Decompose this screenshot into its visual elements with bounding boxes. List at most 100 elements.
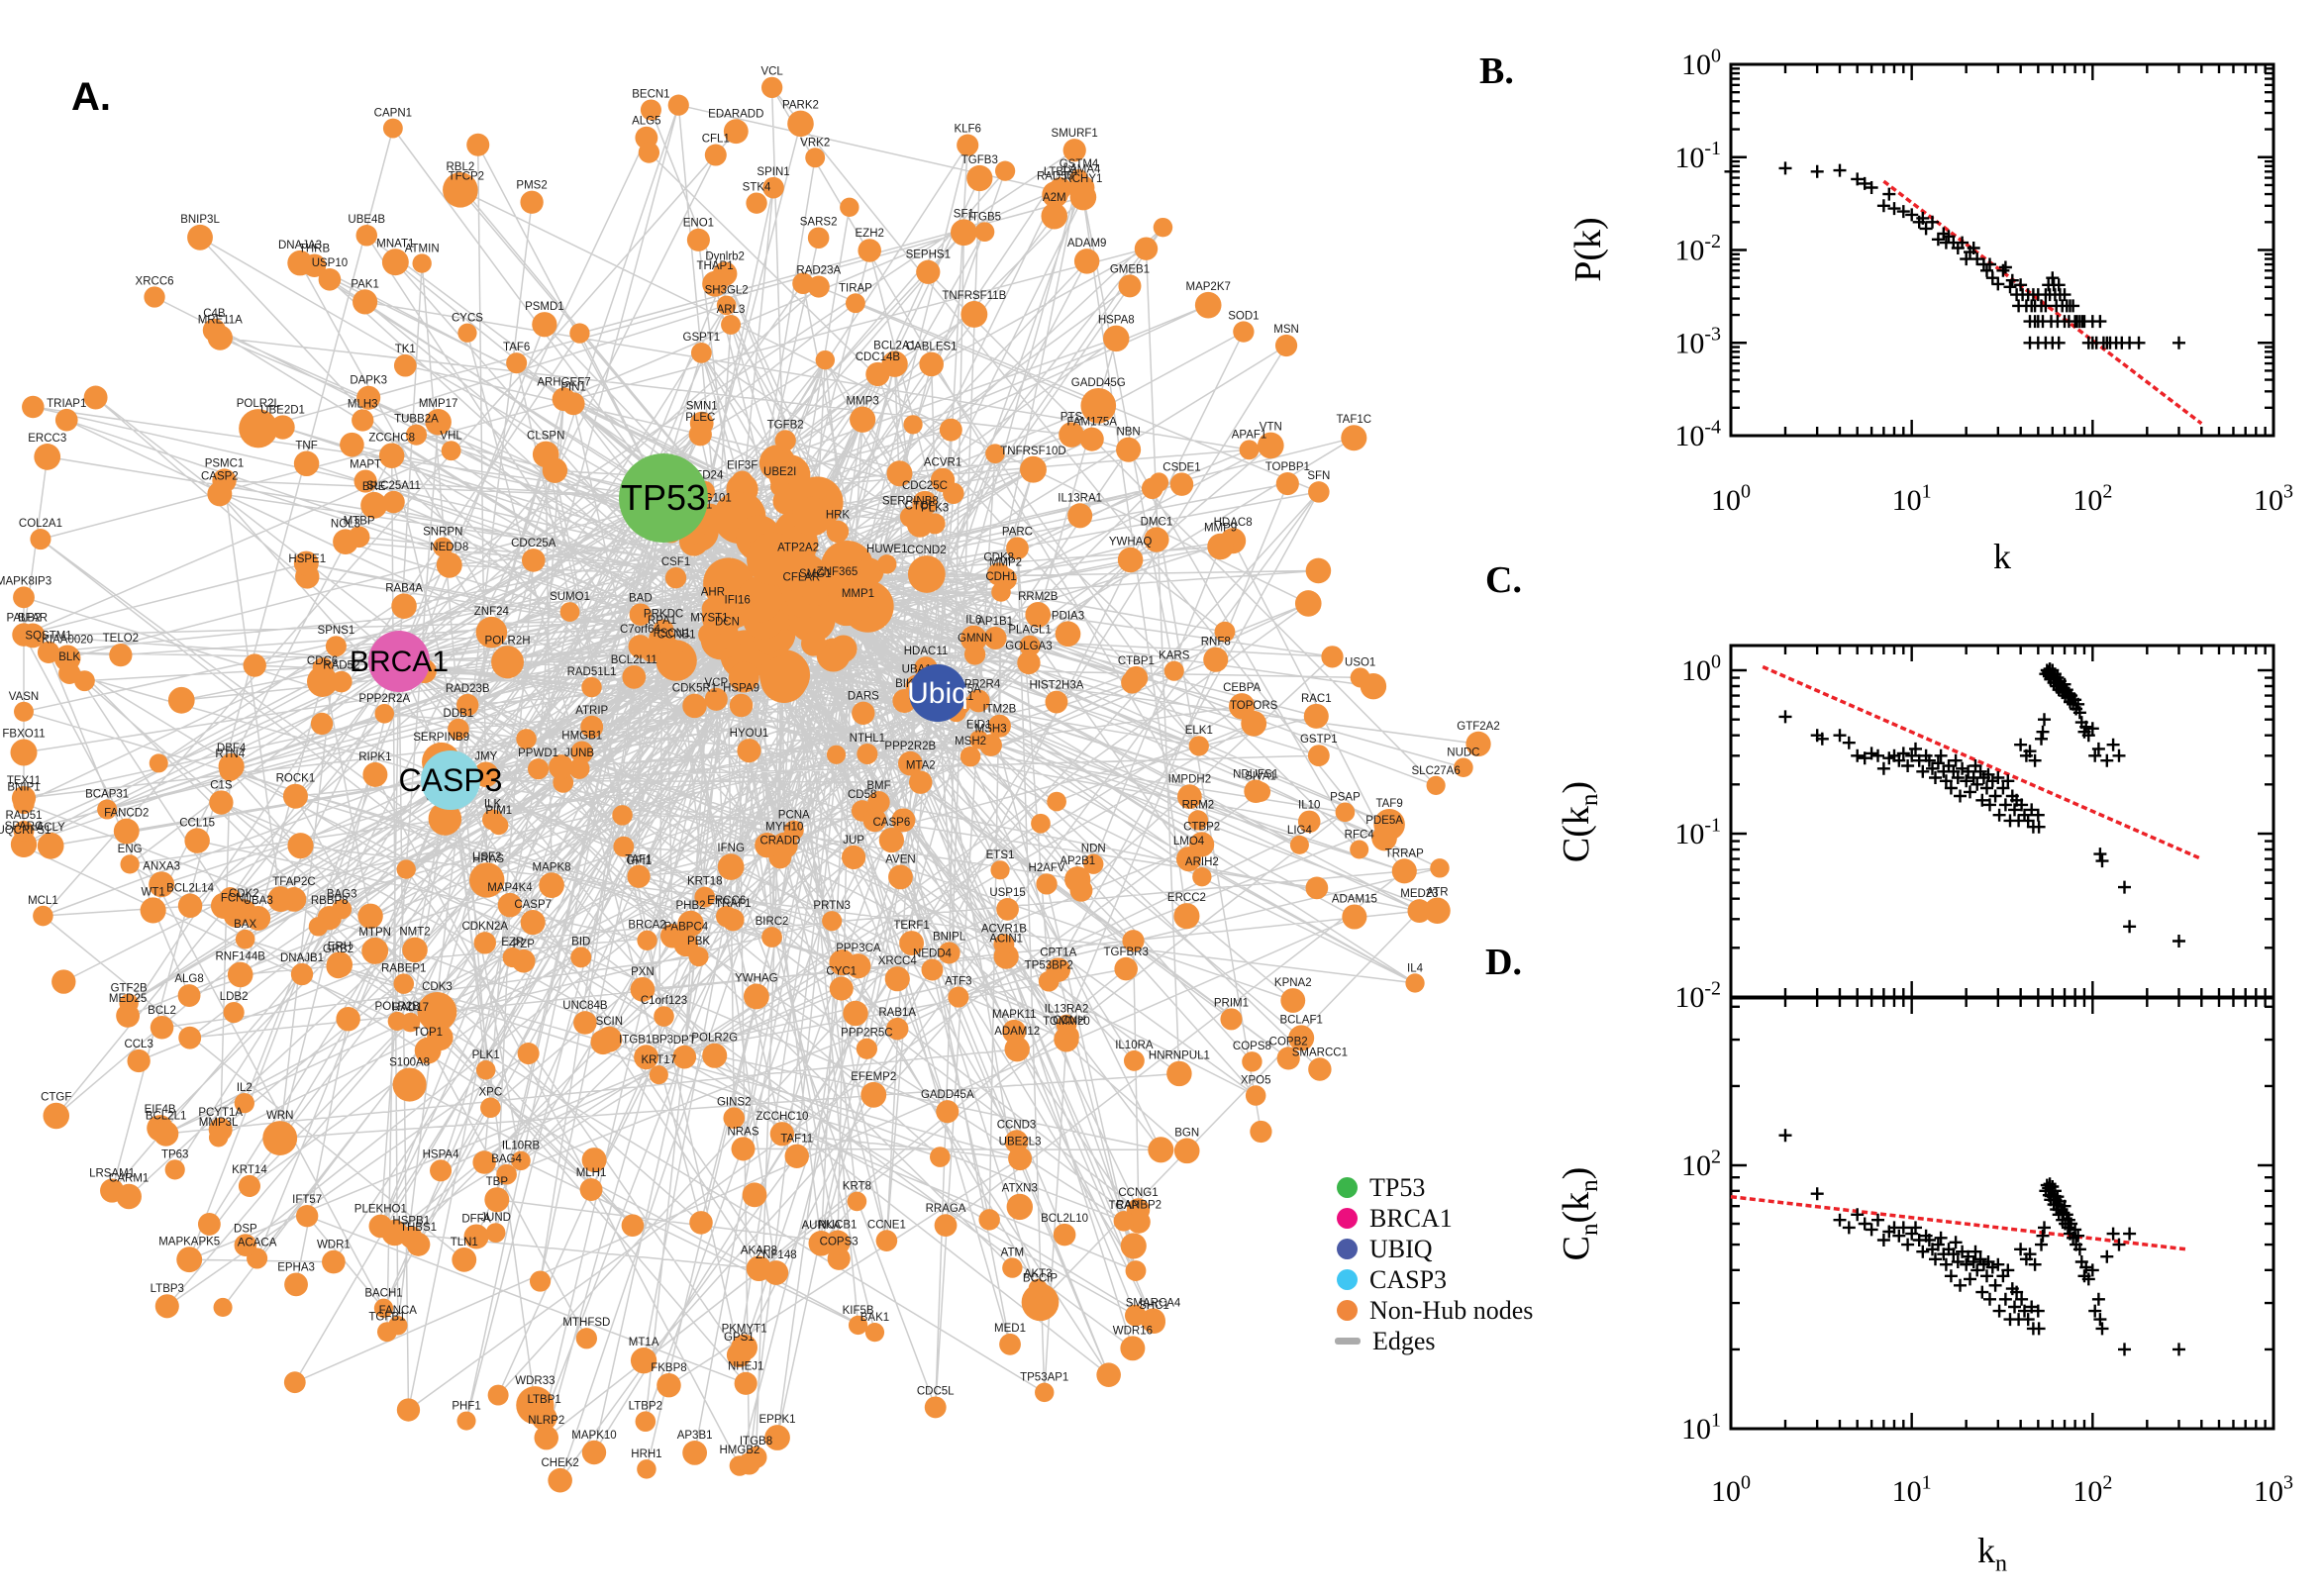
node-label: BGN xyxy=(1174,1128,1199,1140)
legend-label: Non-Hub nodes xyxy=(1369,1295,1534,1325)
network-node xyxy=(425,408,452,436)
legend-item-casp3: CASP3 xyxy=(1337,1264,1533,1295)
node-label: PPP2R2A xyxy=(358,693,410,705)
node-label: BECN1 xyxy=(632,88,669,100)
node-label: WDR16 xyxy=(1113,1325,1153,1337)
network-nodes xyxy=(10,76,1491,1493)
node-label: FBXO11 xyxy=(2,728,45,740)
node-label: IL13RA2 xyxy=(1045,1004,1089,1016)
network-node xyxy=(396,859,416,879)
network-node xyxy=(1148,1137,1174,1163)
node-label: GRB2 xyxy=(323,944,354,955)
node-label: SHC1 xyxy=(1139,1300,1169,1312)
hub-label-casp3: CASP3 xyxy=(399,762,503,798)
node-label: COPB2 xyxy=(1269,1036,1308,1047)
panel-b-label: B. xyxy=(1479,50,1514,92)
node-label: CHEK2 xyxy=(541,1457,578,1469)
network-node xyxy=(943,482,964,505)
network-node xyxy=(1134,237,1159,260)
node-label: BFAR xyxy=(18,613,48,625)
node-label: CYCS xyxy=(452,313,483,325)
node-label: DCN xyxy=(715,617,740,629)
node-label: CEBPA xyxy=(1223,682,1261,694)
node-label: SPARC xyxy=(5,821,44,833)
node-label: HYOU1 xyxy=(730,728,769,740)
network-node xyxy=(993,934,1015,955)
node-label: WRN xyxy=(266,1110,293,1122)
network-node xyxy=(433,537,454,557)
legend-label: CASP3 xyxy=(1369,1264,1448,1294)
network-node xyxy=(569,323,590,344)
node-label: MMP17 xyxy=(419,398,458,410)
node-label: RFC4 xyxy=(1345,830,1375,842)
network-node xyxy=(948,986,969,1008)
network-node xyxy=(1036,873,1058,895)
node-label: ACLY xyxy=(37,822,66,834)
network-node xyxy=(760,655,808,703)
node-label: HRH1 xyxy=(631,1448,661,1460)
node-label: CTBP2 xyxy=(1183,821,1220,833)
network-node xyxy=(520,190,544,214)
node-label: USF2 xyxy=(472,851,501,863)
network-node xyxy=(1025,602,1052,628)
network-node xyxy=(475,1059,496,1080)
network-node xyxy=(1307,745,1330,767)
network-node xyxy=(37,832,64,859)
node-label: LTBP2 xyxy=(629,1400,662,1412)
node-label: FANCD2 xyxy=(104,808,149,820)
node-label: TRIAP1 xyxy=(47,398,86,410)
network-node xyxy=(664,566,687,589)
network-node xyxy=(325,636,347,657)
network-node xyxy=(1192,866,1212,887)
network-node xyxy=(150,1015,174,1040)
network-node xyxy=(1047,791,1066,812)
node-label: MTHFSD xyxy=(562,1317,610,1329)
node-label: BIK xyxy=(895,678,914,690)
network-node xyxy=(899,931,925,955)
node-label: PRIM1 xyxy=(1214,997,1249,1009)
network-node xyxy=(539,872,564,898)
network-node xyxy=(1288,1025,1315,1051)
node-label: PABPC4 xyxy=(664,922,709,934)
network-node xyxy=(496,1163,517,1185)
network-node xyxy=(729,693,754,718)
network-node xyxy=(822,911,843,932)
node-label: ACIN1 xyxy=(989,933,1023,945)
node-label: A2M xyxy=(1043,192,1066,204)
network-node xyxy=(1239,440,1260,460)
node-label: PPWD1 xyxy=(518,748,558,759)
network-node xyxy=(391,593,417,619)
network-node xyxy=(1280,988,1306,1013)
network-node xyxy=(1350,840,1369,859)
network-node xyxy=(1430,858,1450,878)
network-node xyxy=(974,222,995,243)
node-label: HRK xyxy=(826,510,851,522)
network-node xyxy=(630,1347,657,1374)
network-node xyxy=(1049,177,1072,200)
node-label: MAP2K7 xyxy=(1186,281,1231,293)
network-node xyxy=(43,1102,70,1130)
node-label: Dynlrb2 xyxy=(705,250,745,262)
node-label: TRRAP xyxy=(1385,848,1424,859)
network-node xyxy=(635,1411,656,1432)
node-label: GADD45G xyxy=(1071,377,1126,389)
node-label: MTA2 xyxy=(906,759,936,771)
hub-ubiq xyxy=(909,664,966,722)
node-label: MMP9 xyxy=(1204,523,1237,535)
node-label: HIST2H3A xyxy=(1029,680,1083,692)
node-label: HDAC11 xyxy=(904,646,949,657)
node-label: AURKA xyxy=(801,1220,841,1232)
panel-b-plot: 100 10-1 10-2 10-3 10-4 100 101 102 103 k P(k) xyxy=(1567,45,2293,576)
node-label: VRK2 xyxy=(800,137,830,149)
network-node xyxy=(792,272,814,295)
node-label: RCHY1 xyxy=(1063,173,1102,185)
network-node xyxy=(688,947,709,967)
network-node xyxy=(516,729,537,749)
node-label: ATF3 xyxy=(945,976,971,988)
network-node xyxy=(517,1043,540,1065)
node-label: TAF9 xyxy=(1375,798,1402,810)
network-node xyxy=(581,676,602,698)
network-node xyxy=(888,864,913,890)
node-label: PSMC1 xyxy=(205,457,245,469)
node-label: CDC25A xyxy=(511,538,556,549)
